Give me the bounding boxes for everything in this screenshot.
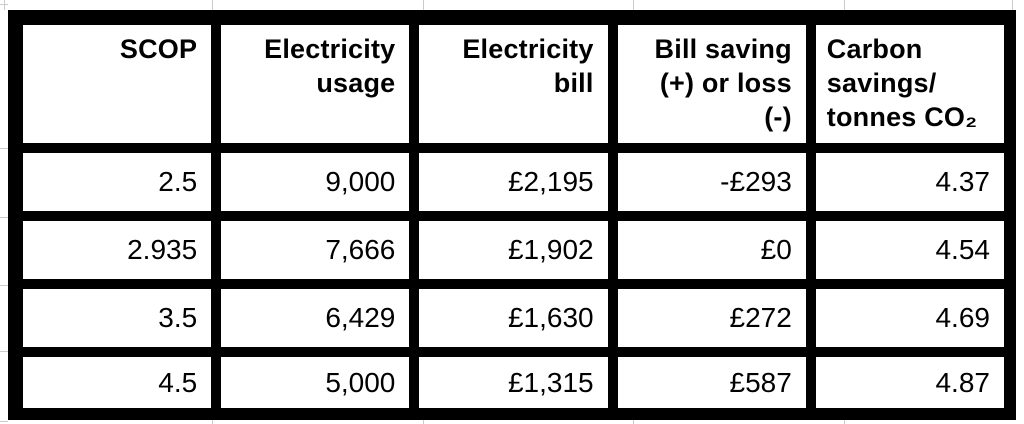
table-cell: 4.37 [815, 153, 1004, 211]
table-cell: 4.54 [815, 221, 1004, 279]
table-cell: 5,000 [221, 357, 410, 408]
table-cell: 9,000 [221, 153, 410, 211]
column-header-electricity-usage: Electricity usage [221, 25, 410, 143]
table-cell: 4.87 [815, 357, 1004, 408]
sheet-gridline [0, 285, 8, 286]
table-cell: £0 [617, 221, 806, 279]
table-cell: 2.5 [23, 153, 212, 211]
column-header-scop: SCOP [23, 25, 212, 143]
sheet-gridline [212, 0, 213, 10]
sheet-gridline [1012, 0, 1013, 10]
column-header-carbon-savings: Carbon savings/ tonnes CO₂ [815, 25, 1004, 143]
sheet-gridline [423, 0, 424, 10]
table-cell: £2,195 [419, 153, 608, 211]
table-cell: 2.935 [23, 221, 212, 279]
table-cell: 3.5 [23, 289, 212, 347]
table-cell: £272 [617, 289, 806, 347]
table-cell: 6,429 [221, 289, 410, 347]
sheet-gridline [0, 148, 8, 149]
column-header-bill-saving-or-loss: Bill saving (+) or loss (-) [617, 25, 806, 143]
table-cell: £1,315 [419, 357, 608, 408]
table-cell: 7,666 [221, 221, 410, 279]
sheet-gridline [4, 0, 5, 10]
table-cell: 4.69 [815, 289, 1004, 347]
table-cell: £587 [617, 357, 806, 408]
sheet-gridline [0, 421, 8, 422]
sheet-gridline [0, 351, 8, 352]
sheet-gridline [633, 0, 634, 10]
table-cell: 4.5 [23, 357, 212, 408]
scop-comparison-table: SCOP Electricity usage Electricity bill … [8, 10, 1016, 420]
table-cell: -£293 [617, 153, 806, 211]
table-cell: £1,630 [419, 289, 608, 347]
sheet-gridline [0, 4, 8, 5]
sheet-gridline [0, 217, 8, 218]
table-cell: £1,902 [419, 221, 608, 279]
column-header-electricity-bill: Electricity bill [419, 25, 608, 143]
sheet-gridline [844, 0, 845, 10]
